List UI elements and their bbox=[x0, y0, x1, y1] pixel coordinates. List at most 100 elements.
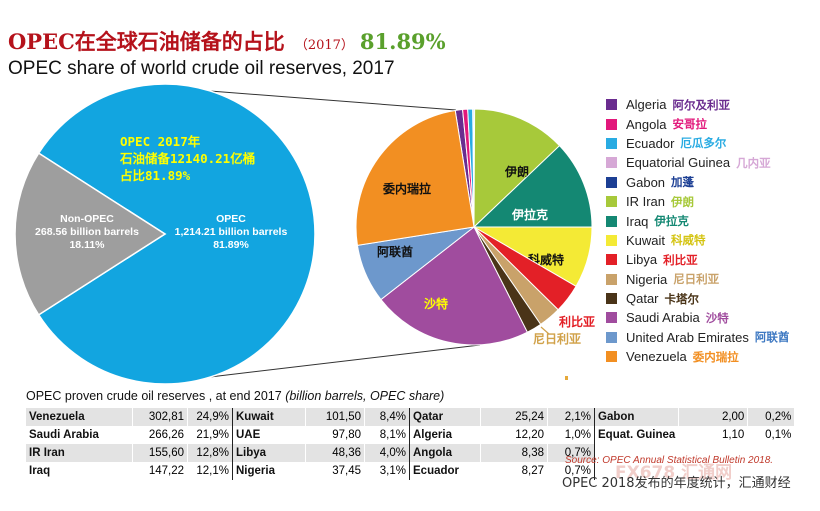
member-slice-saudi-arabia bbox=[380, 226, 529, 346]
reserves-cell: 8,38 bbox=[480, 444, 548, 462]
legend-item-saudi-arabia: Saudi Arabia 沙特 bbox=[606, 308, 816, 327]
share-cell bbox=[747, 462, 796, 480]
reserves-cell: 101,50 bbox=[305, 408, 365, 426]
title-cn-text: OPEC在全球石油储备的占比 bbox=[8, 29, 285, 54]
decorative-dot bbox=[565, 376, 568, 380]
legend-label-en: Kuwait bbox=[626, 232, 666, 248]
big-pie-label-non-opec-1: 268.56 billion barrels bbox=[35, 226, 139, 238]
legend-label-en: United Arab Emirates bbox=[626, 329, 749, 345]
share-cell: 1,0% bbox=[547, 426, 595, 444]
reserves-cell bbox=[678, 462, 749, 480]
legend-label-en: Libya bbox=[626, 252, 658, 268]
share-cell: 12,1% bbox=[187, 462, 233, 480]
legend-label-en: Qatar bbox=[626, 291, 659, 307]
connector-line-top bbox=[209, 90, 457, 111]
country-cell: Qatar bbox=[409, 408, 481, 426]
legend-swatch bbox=[606, 118, 617, 130]
country-cell bbox=[594, 462, 680, 480]
big-pie-label-non-opec-0: Non-OPEC bbox=[60, 213, 114, 225]
table-row: IR Iran 155,60 12,8% Libya 48,36 4,0% Angola 8,… bbox=[26, 444, 796, 462]
legend-swatch bbox=[606, 215, 617, 227]
big-pie-slice-non-opec bbox=[14, 152, 167, 316]
share-cell: 0,7% bbox=[547, 444, 595, 462]
legend-item-gabon: Gabon 加蓬 bbox=[606, 173, 816, 192]
table-title: OPEC proven crude oil reserves , at end … bbox=[26, 389, 444, 403]
legend: Algeria 阿尔及利亚 Angola 安哥拉 Ecuador 厄瓜多尔 Equatori… bbox=[606, 95, 816, 366]
table-row: Saudi Arabia 266,26 21,9% UAE 97,80 8,1% Alger… bbox=[26, 426, 796, 444]
table-title-text: OPEC proven crude oil reserves , at end … bbox=[26, 389, 282, 403]
country-cell: Iraq bbox=[26, 462, 133, 480]
country-cell: IR Iran bbox=[26, 444, 133, 462]
share-cell: 3,1% bbox=[364, 462, 410, 480]
reserves-cell: 8,27 bbox=[480, 462, 548, 480]
legend-item-ir-iran: IR Iran 伊朗 bbox=[606, 192, 816, 211]
big-pie-label-opec-0: OPEC bbox=[216, 213, 246, 225]
big-pie-label-non-opec-2: 18.11% bbox=[69, 239, 105, 251]
chart-title-cn: OPEC在全球石油储备的占比 （2017） 81.89% bbox=[8, 26, 446, 56]
legend-item-nigeria: Nigeria 尼日利亚 bbox=[606, 270, 816, 289]
legend-label-cn: 沙特 bbox=[705, 310, 729, 325]
member-slice-ir-iran bbox=[473, 108, 561, 229]
member-slice-iraq bbox=[472, 144, 593, 228]
reserves-cell: 48,36 bbox=[305, 444, 365, 462]
table-title-note: (billion barrels, OPEC share) bbox=[285, 389, 445, 403]
country-cell: Equat. Guinea bbox=[594, 426, 680, 444]
legend-swatch bbox=[606, 234, 617, 246]
legend-label-cn: 伊拉克 bbox=[654, 214, 689, 229]
member-label-venezuela: 委内瑞拉 bbox=[382, 181, 431, 196]
legend-item-angola: Angola 安哥拉 bbox=[606, 114, 816, 133]
country-cell: Gabon bbox=[594, 408, 680, 426]
legend-label-en: IR Iran bbox=[626, 194, 666, 210]
footer-caption: OPEC 2018发布的年度统计，汇通财经 bbox=[562, 476, 791, 491]
member-label-saudi-arabia: 沙特 bbox=[424, 296, 448, 311]
share-cell: 0,2% bbox=[747, 408, 796, 426]
reserves-cell: 25,24 bbox=[480, 408, 548, 426]
legend-swatch bbox=[606, 196, 617, 208]
legend-label-cn: 厄瓜多尔 bbox=[680, 136, 727, 151]
legend-label-en: Ecuador bbox=[626, 135, 675, 151]
table-row: Iraq 147,22 12,1% Nigeria 37,45 3,1% Ecuador 8,… bbox=[26, 462, 796, 480]
legend-label-cn: 伊朗 bbox=[671, 194, 695, 209]
legend-swatch bbox=[606, 254, 617, 266]
big-pie-label-opec-1: 1,214.21 billion barrels bbox=[175, 226, 288, 238]
legend-label-en: Angola bbox=[626, 116, 667, 132]
nigeria-leader-line bbox=[540, 326, 550, 335]
legend-label-cn: 卡塔尔 bbox=[664, 291, 700, 306]
connector-line-bottom bbox=[209, 344, 481, 378]
reserves-table: Venezuela 302,81 24,9% Kuwait 101,50 8,4% Qata… bbox=[26, 408, 796, 480]
share-cell: 4,0% bbox=[364, 444, 410, 462]
legend-label-en: Algeria bbox=[626, 97, 667, 113]
big-pie-label-opec-2: 81.89% bbox=[213, 239, 249, 251]
share-cell: 24,9% bbox=[187, 408, 233, 426]
country-cell: Kuwait bbox=[232, 408, 306, 426]
member-label-united-arab-emirates: 阿联酋 bbox=[377, 244, 413, 259]
legend-label-cn: 安哥拉 bbox=[672, 117, 707, 132]
country-cell: Nigeria bbox=[232, 462, 306, 480]
reserves-cell: 2,00 bbox=[678, 408, 749, 426]
reserves-cell: 302,81 bbox=[132, 408, 188, 426]
legend-label-cn: 加蓬 bbox=[671, 175, 695, 190]
reserves-cell: 37,45 bbox=[305, 462, 365, 480]
legend-label-en: Venezuela bbox=[626, 349, 687, 365]
legend-item-kuwait: Kuwait 科威特 bbox=[606, 231, 816, 250]
legend-label-en: Iraq bbox=[626, 213, 649, 229]
share-cell: 2,1% bbox=[547, 408, 595, 426]
member-label-nigeria: 尼日利亚 bbox=[533, 331, 581, 346]
source-note: Source: OPEC Annual Statistical Bulletin… bbox=[565, 455, 774, 466]
reserves-cell: 1,10 bbox=[678, 426, 749, 444]
legend-swatch bbox=[606, 312, 617, 324]
legend-item-united-arab-emirates: United Arab Emirates 阿联酋 bbox=[606, 328, 816, 347]
legend-label-en: Equatorial Guinea bbox=[626, 155, 731, 171]
country-cell: Venezuela bbox=[26, 408, 133, 426]
legend-label-cn: 委内瑞拉 bbox=[692, 349, 739, 364]
legend-label-cn: 阿尔及利亚 bbox=[672, 97, 730, 112]
share-cell: 0,7% bbox=[547, 462, 595, 480]
legend-label-cn: 尼日利亚 bbox=[673, 272, 720, 287]
reserves-cell: 97,80 bbox=[305, 426, 365, 444]
title-percent: 81.89% bbox=[359, 29, 446, 54]
opec-annotation-line-1: 石油储备12140.21亿桶 bbox=[119, 151, 255, 166]
legend-item-equatorial-guinea: Equatorial Guinea 几内亚 bbox=[606, 153, 816, 172]
country-cell: UAE bbox=[232, 426, 306, 444]
table-row: Venezuela 302,81 24,9% Kuwait 101,50 8,4% Qata… bbox=[26, 408, 796, 426]
